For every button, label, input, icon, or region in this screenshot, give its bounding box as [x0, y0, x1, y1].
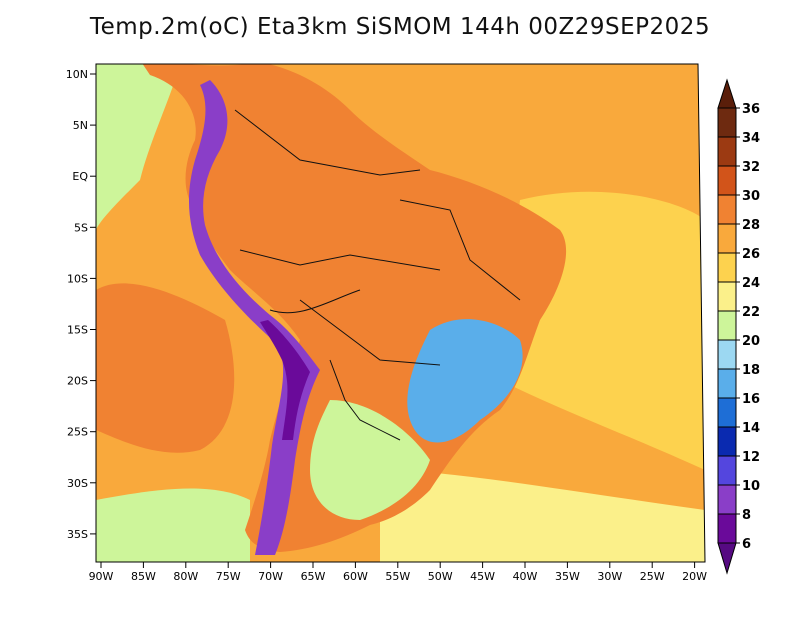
brazil-highlands — [407, 319, 523, 443]
colorbar-bin — [717, 310, 737, 341]
colorbar-under-arrow — [717, 542, 737, 575]
lon-tick-label: 45W — [470, 570, 495, 583]
colorbar-label: 6 — [742, 537, 751, 552]
colorbar-label: 28 — [742, 218, 760, 233]
lon-tick-label: 65W — [301, 570, 326, 583]
lat-tick-label: 25S — [67, 426, 88, 439]
lon-tick-label: 70W — [258, 570, 283, 583]
lon-tick-label: 25W — [640, 570, 665, 583]
colorbar-label: 30 — [742, 189, 760, 204]
lon-tick-label: 90W — [89, 570, 114, 583]
longitude-axis: 90W 85W 80W 75W 70W 65W 60W 55W 50W 45W 40W 35W 30W 2… — [89, 562, 707, 583]
southern-ocean-cool-band — [96, 488, 250, 562]
colorbar-bin — [717, 252, 737, 283]
lat-tick-label: 5N — [73, 119, 88, 132]
temperature-field — [96, 64, 705, 562]
colorbar-label: 26 — [742, 247, 760, 262]
colorbar-bin — [717, 136, 737, 167]
colorbar-label: 34 — [742, 131, 760, 146]
lon-tick-label: 35W — [555, 570, 580, 583]
map-frame — [95, 63, 706, 563]
map-title: Temp.2m(oC) Eta3km SiSMOM 144h 00Z29SEP2… — [89, 14, 711, 40]
lat-tick-label: 30S — [67, 477, 88, 490]
colorbar-bin — [717, 368, 737, 399]
lon-tick-label: 60W — [343, 570, 368, 583]
pacific-warm-zone — [96, 283, 235, 453]
lat-tick-label: 20S — [67, 375, 88, 388]
latitude-axis: 10N 5N EQ 5S 10S 15S 20S 25S 30S 35S — [66, 68, 96, 541]
lon-tick-label: 85W — [131, 570, 156, 583]
pacific-coastal-cool-zone — [96, 64, 180, 230]
colorbar-label: 22 — [742, 305, 760, 320]
colorbar-label: 24 — [742, 276, 760, 291]
lon-tick-label: 40W — [513, 570, 538, 583]
colorbar-label: 16 — [742, 392, 760, 407]
colorbar-bin — [717, 484, 737, 515]
colorbar-label: 32 — [742, 160, 760, 175]
lon-tick-label: 50W — [428, 570, 453, 583]
lat-tick-label: 5S — [74, 221, 88, 234]
colorbar-bin — [717, 455, 737, 486]
colorbar-bin — [717, 165, 737, 196]
lon-tick-label: 30W — [597, 570, 622, 583]
colorbar-bin — [717, 339, 737, 370]
lon-tick-label: 20W — [682, 570, 707, 583]
andes-high-peaks — [260, 320, 310, 440]
lon-tick-label: 55W — [385, 570, 410, 583]
lat-tick-label: EQ — [72, 170, 88, 183]
colorbar-bin — [717, 107, 737, 138]
colorbar: 36 34 32 30 28 26 24 22 20 18 16 14 12 10 8 6 — [717, 78, 760, 575]
southern-brazil-mild — [310, 400, 430, 520]
colorbar-label: 14 — [742, 421, 760, 436]
colorbar-label: 12 — [742, 450, 760, 465]
colorbar-bin — [717, 223, 737, 254]
lat-tick-label: 10S — [67, 272, 88, 285]
south-atlantic-cool-band — [380, 470, 705, 562]
colorbar-over-arrow — [717, 78, 737, 109]
colorbar-bin — [717, 194, 737, 225]
colorbar-bin — [717, 281, 737, 312]
colorbar-bin — [717, 397, 737, 428]
colorbar-label: 8 — [742, 508, 751, 523]
colorbar-bin — [717, 426, 737, 457]
colorbar-label: 10 — [742, 479, 760, 494]
colorbar-label: 20 — [742, 334, 760, 349]
country-borders — [234, 109, 521, 441]
lon-tick-label: 80W — [173, 570, 198, 583]
lon-tick-label: 75W — [216, 570, 241, 583]
lat-tick-label: 10N — [66, 68, 88, 81]
lat-tick-label: 15S — [67, 324, 88, 337]
lat-tick-label: 35S — [67, 528, 88, 541]
colorbar-label: 18 — [742, 363, 760, 378]
colorbar-label: 36 — [742, 102, 760, 117]
colorbar-bin — [717, 513, 737, 544]
